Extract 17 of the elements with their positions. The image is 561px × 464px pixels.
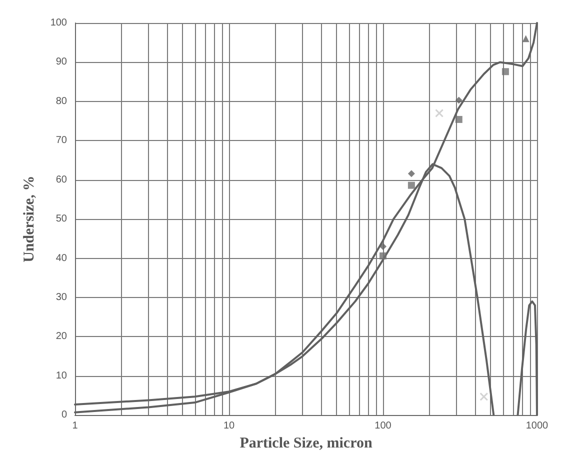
y-tick-label: 40 [56, 252, 68, 264]
y-tick-label: 100 [50, 18, 68, 28]
x-tick-label: 100 [374, 420, 392, 432]
x-tick-label: 1000 [526, 420, 549, 432]
x-tick-label: 1 [72, 420, 78, 432]
y-tick-label: 10 [56, 370, 68, 382]
x-tick-label: 10 [223, 420, 235, 432]
y-tick-label: 0 [61, 410, 68, 421]
y-axis-title: Undersize, % [22, 176, 38, 262]
y-tick-label: 30 [56, 292, 68, 303]
y-tick-label: 20 [56, 331, 68, 342]
y-tick-label: 70 [56, 135, 68, 146]
x-axis-title: Particle Size, micron [240, 436, 373, 452]
y-tick-label: 60 [56, 174, 68, 186]
y-tick-label: 50 [56, 214, 68, 225]
y-tick-label: 80 [56, 96, 68, 107]
y-tick-label: 90 [56, 56, 68, 68]
